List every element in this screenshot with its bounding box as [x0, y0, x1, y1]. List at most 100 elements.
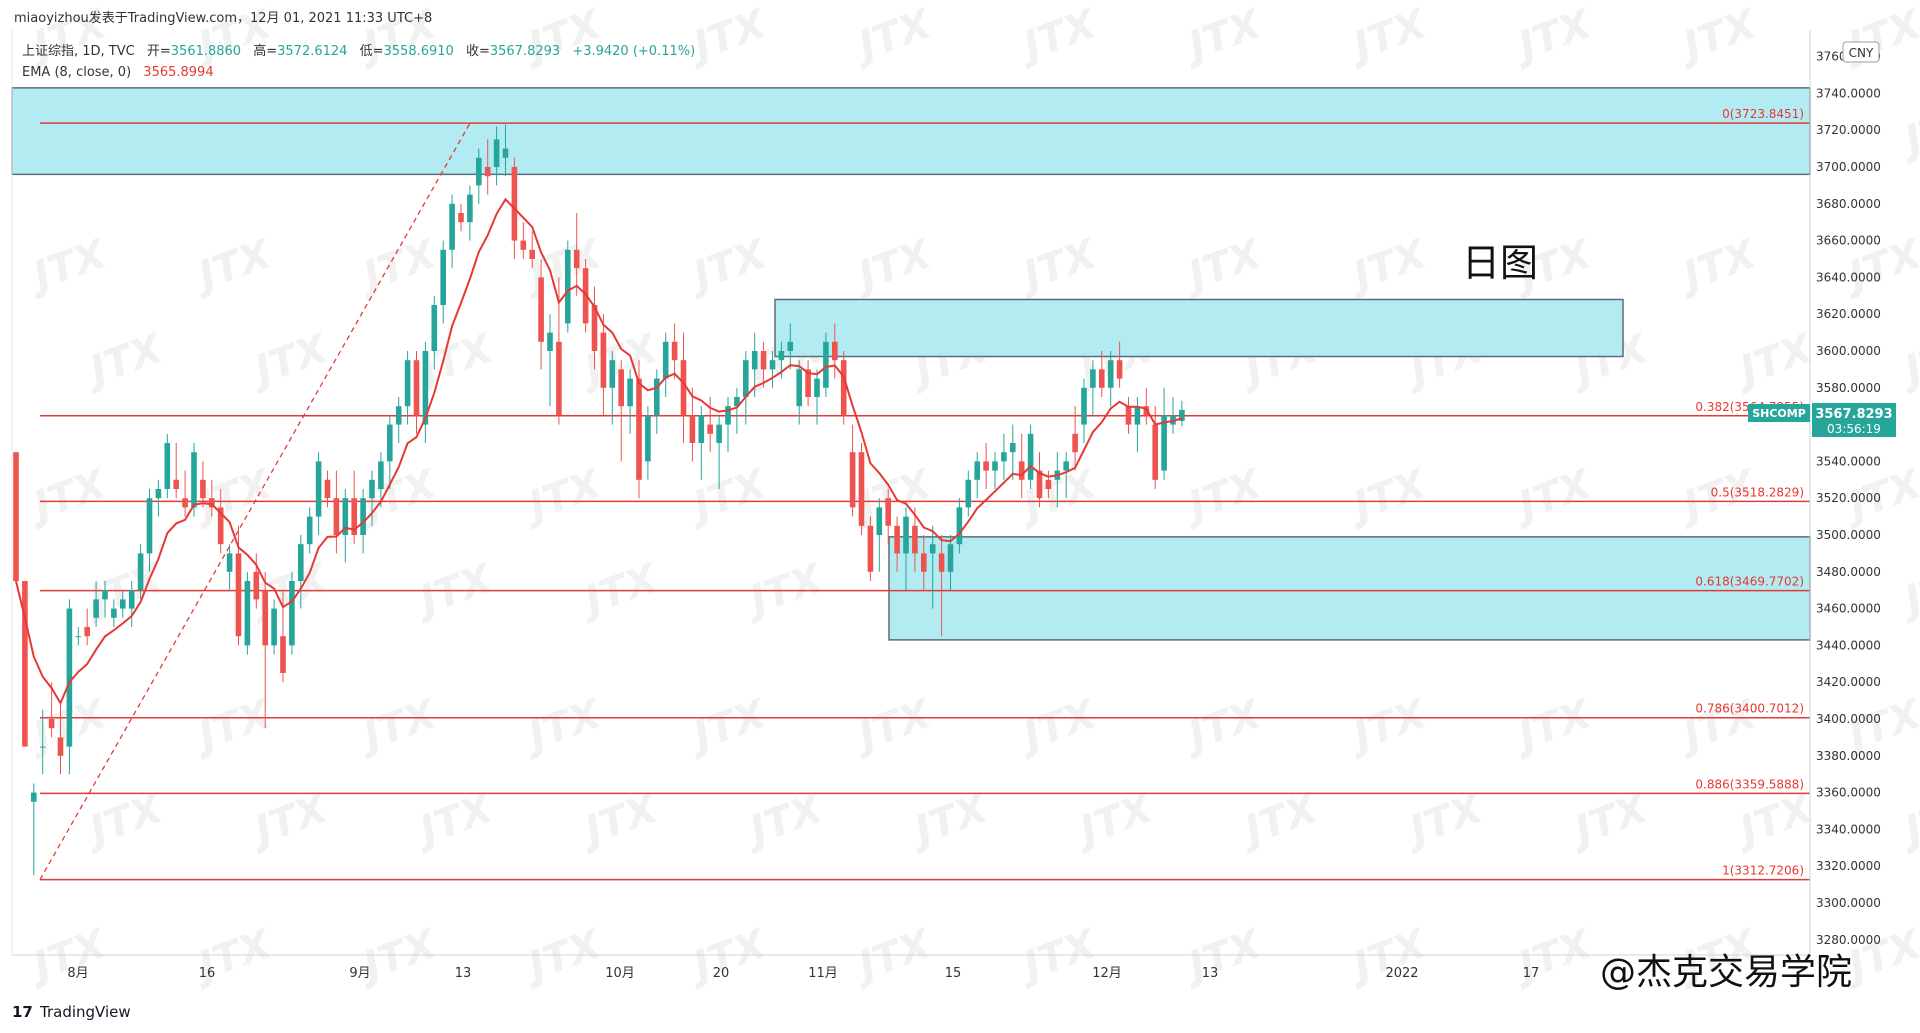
candle[interactable] — [253, 553, 260, 609]
candle[interactable] — [974, 452, 980, 499]
candle[interactable] — [938, 535, 945, 637]
candle[interactable] — [120, 590, 126, 618]
candle[interactable] — [787, 323, 794, 370]
candle[interactable] — [618, 360, 624, 462]
candle[interactable] — [217, 489, 224, 554]
candle[interactable] — [395, 397, 402, 443]
candle[interactable] — [645, 406, 651, 480]
candle[interactable] — [111, 599, 117, 627]
candle[interactable] — [654, 369, 660, 434]
candle[interactable] — [75, 627, 82, 646]
candle[interactable] — [84, 608, 90, 646]
candle[interactable] — [351, 470, 357, 545]
candle[interactable] — [609, 351, 616, 425]
candle[interactable] — [573, 213, 580, 296]
candle[interactable] — [333, 470, 340, 554]
candle[interactable] — [1018, 433, 1025, 499]
candle[interactable] — [306, 507, 313, 554]
candle[interactable] — [146, 489, 153, 572]
candle[interactable] — [769, 351, 776, 388]
candle[interactable] — [1125, 397, 1132, 434]
candle[interactable] — [440, 240, 446, 324]
candle[interactable] — [520, 222, 527, 259]
candle[interactable] — [929, 525, 936, 609]
candle[interactable] — [956, 498, 963, 554]
candle[interactable] — [1010, 424, 1016, 480]
candle[interactable] — [262, 571, 268, 729]
candle[interactable] — [725, 397, 731, 453]
candle[interactable] — [467, 185, 473, 241]
candle[interactable] — [1036, 452, 1043, 508]
candle[interactable] — [164, 433, 171, 499]
candle[interactable] — [369, 470, 375, 526]
candle[interactable] — [529, 231, 535, 269]
candle[interactable] — [1081, 378, 1087, 443]
candle[interactable] — [689, 387, 696, 462]
candle[interactable] — [324, 470, 331, 508]
candle[interactable] — [743, 351, 749, 425]
candle[interactable] — [422, 341, 429, 443]
candle[interactable] — [200, 461, 206, 508]
candle[interactable] — [538, 259, 544, 370]
candle[interactable] — [1116, 341, 1123, 388]
candle[interactable] — [627, 369, 633, 434]
candle[interactable] — [1134, 397, 1141, 453]
candle[interactable] — [1161, 387, 1167, 480]
candle[interactable] — [1107, 351, 1114, 407]
candle[interactable] — [449, 194, 455, 269]
candle[interactable] — [867, 516, 874, 581]
candle[interactable] — [903, 507, 909, 591]
candle[interactable] — [814, 369, 820, 425]
candle[interactable] — [1001, 433, 1007, 480]
candle[interactable] — [965, 470, 972, 517]
candle[interactable] — [591, 286, 598, 370]
candle[interactable] — [387, 415, 393, 489]
candle[interactable] — [484, 139, 491, 195]
candle[interactable] — [1063, 452, 1069, 499]
candle[interactable] — [547, 314, 553, 407]
candle[interactable] — [1152, 406, 1158, 489]
candle[interactable] — [1072, 406, 1078, 471]
candle[interactable] — [39, 709, 46, 775]
candle[interactable] — [315, 452, 322, 535]
candle[interactable] — [876, 498, 883, 572]
candle[interactable] — [458, 203, 464, 232]
candle[interactable] — [102, 581, 108, 618]
candle[interactable] — [565, 240, 571, 333]
candle[interactable] — [48, 682, 55, 738]
candle[interactable] — [13, 452, 19, 581]
candle[interactable] — [707, 397, 713, 453]
candle[interactable] — [858, 443, 865, 535]
candle[interactable] — [182, 470, 188, 517]
candle[interactable] — [947, 535, 954, 591]
candle[interactable] — [93, 581, 99, 627]
candle[interactable] — [502, 124, 509, 177]
candle[interactable] — [57, 700, 64, 775]
candle[interactable] — [680, 332, 687, 443]
candle[interactable] — [137, 544, 144, 600]
candle[interactable] — [885, 489, 891, 545]
candle[interactable] — [734, 387, 740, 434]
candle[interactable] — [298, 535, 304, 609]
candle[interactable] — [66, 599, 73, 775]
candle[interactable] — [155, 479, 162, 517]
candle[interactable] — [493, 126, 500, 186]
candle[interactable] — [1170, 397, 1176, 434]
candle[interactable] — [760, 341, 767, 388]
candle[interactable] — [1143, 387, 1150, 425]
candle[interactable] — [921, 535, 927, 591]
candle[interactable] — [983, 443, 989, 489]
candle[interactable] — [805, 360, 811, 407]
candle[interactable] — [849, 424, 856, 517]
candle[interactable] — [226, 544, 233, 591]
candle[interactable] — [1179, 400, 1185, 427]
candle[interactable] — [244, 571, 251, 655]
candle[interactable] — [128, 581, 135, 627]
candle[interactable] — [1027, 424, 1034, 489]
candle[interactable] — [476, 148, 482, 204]
candle[interactable] — [912, 507, 918, 572]
candle[interactable] — [431, 295, 438, 370]
candle[interactable] — [1099, 351, 1105, 397]
candle[interactable] — [173, 443, 179, 499]
